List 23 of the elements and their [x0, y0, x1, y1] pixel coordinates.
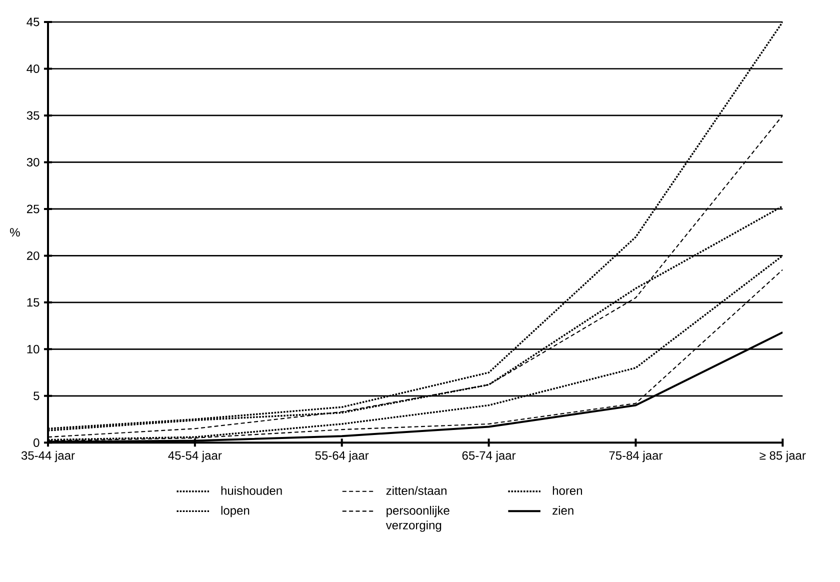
- x-tick-label: 35-44 jaar: [21, 450, 75, 462]
- y-tick-label: 10: [27, 344, 40, 354]
- x-tick-label: 45-54 jaar: [168, 450, 222, 462]
- legend-label: zitten/staan: [386, 486, 446, 495]
- y-tick-label: 40: [26, 64, 40, 73]
- y-tick-label: 30: [26, 158, 40, 166]
- legend-label: huishouden: [221, 486, 282, 495]
- y-tick-label: 5: [34, 392, 40, 400]
- x-tick-label: 75-84 jaar: [609, 450, 663, 462]
- y-tick-label: 45: [26, 18, 40, 26]
- y-tick-label: 0: [34, 438, 40, 447]
- legend-label: lopen: [221, 506, 250, 518]
- x-tick-label: 65-74 jaar: [462, 450, 516, 462]
- x-tick-label: ≥ 85 jaar: [760, 450, 806, 462]
- legend-label: horen: [552, 486, 582, 495]
- legend-label: persoonlijke verzorging: [386, 506, 450, 532]
- legend-label: zien: [552, 506, 574, 515]
- y-tick-label: 35: [26, 111, 40, 120]
- y-tick-label: 15: [27, 298, 40, 307]
- x-tick-label: 55-64 jaar: [315, 450, 369, 462]
- y-tick-label: 20: [27, 251, 40, 260]
- y-tick-label: 25: [27, 204, 40, 214]
- y-axis-title: %: [10, 228, 20, 237]
